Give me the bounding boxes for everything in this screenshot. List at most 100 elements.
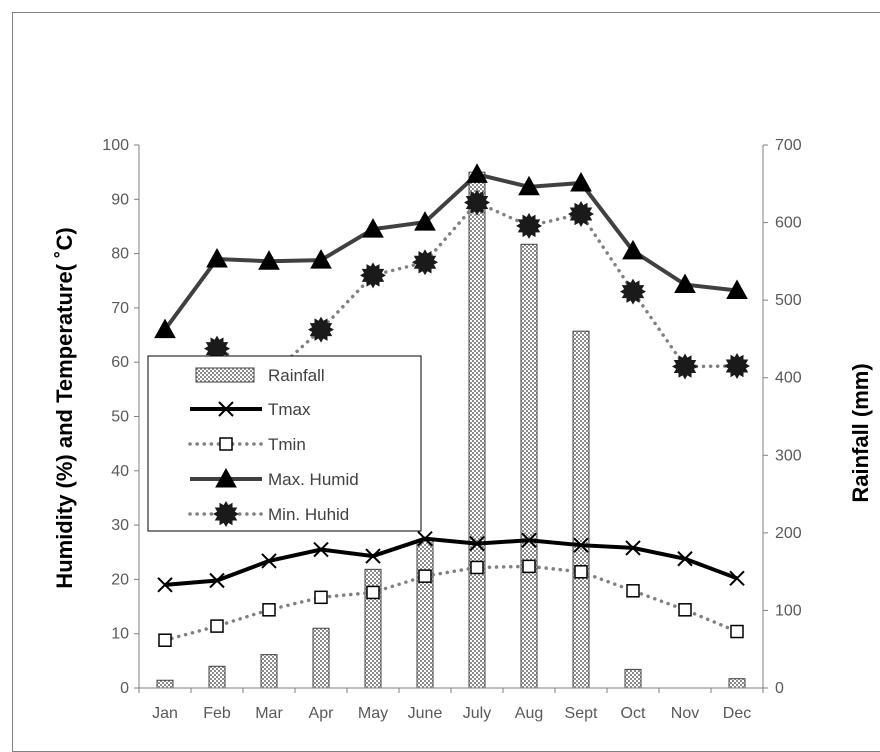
x-tick-label: Aug	[515, 705, 543, 722]
x-tick-label: Feb	[203, 705, 231, 722]
rainfall-bar	[260, 654, 278, 689]
series-marker	[568, 200, 594, 227]
series-marker	[414, 211, 436, 231]
left-tick-label: 40	[111, 463, 129, 480]
x-tick-label: Jan	[152, 705, 178, 722]
legend-box	[147, 355, 422, 532]
series-marker	[262, 603, 276, 617]
right-tick-label: 0	[775, 680, 784, 697]
series-marker	[417, 530, 433, 547]
series-marker	[261, 553, 277, 569]
right-tick-label: 400	[775, 370, 802, 387]
legend-label: Rainfall	[268, 366, 325, 385]
rainfall-bar	[156, 679, 174, 689]
x-tick-label: Oct	[621, 705, 646, 722]
x-tick-label: May	[358, 705, 388, 722]
legend-entry: Min. Huhid	[188, 501, 349, 527]
legend-entry: Rainfall	[195, 366, 325, 385]
rainfall-bar	[572, 330, 590, 689]
series-marker	[672, 353, 698, 380]
legend-items: Rainfall Tmax Tmin Max. Humid Min. Huhid	[188, 366, 359, 527]
x-tick-label: July	[463, 705, 491, 722]
series-marker	[418, 569, 432, 583]
left-tick-label: 10	[111, 626, 129, 643]
series-marker	[470, 560, 484, 575]
x-tick-label: Apr	[309, 705, 335, 722]
left-tick-label: 0	[120, 680, 129, 697]
series-marker	[516, 212, 542, 239]
rainfall-bar	[312, 627, 330, 689]
series-marker	[206, 248, 228, 268]
left-tick-label: 60	[111, 354, 129, 371]
x-tick-label: Mar	[255, 705, 283, 722]
series-marker	[573, 537, 589, 553]
series-marker	[464, 189, 490, 216]
legend-label: Tmax	[268, 400, 311, 419]
left-tick-label: 90	[111, 191, 129, 208]
legend-marker	[218, 401, 234, 417]
left-tick-label: 70	[111, 300, 129, 317]
left-tick-label: 20	[111, 571, 129, 588]
left-axis-title: Humidity (%) and Temperature( ˚C)	[52, 227, 77, 588]
series-marker	[360, 262, 386, 289]
series-marker	[521, 532, 537, 549]
series-marker	[724, 353, 750, 379]
rainfall-bar	[208, 665, 226, 689]
series-marker	[313, 541, 329, 558]
rainfall-bar	[728, 678, 746, 689]
series-marker	[626, 584, 640, 598]
series-marker	[366, 585, 380, 600]
x-tick-label: Nov	[671, 705, 699, 722]
legend: Rainfall Tmax Tmin Max. Humid Min. Huhid	[147, 355, 422, 532]
series-marker	[729, 570, 745, 587]
series-marker	[412, 249, 438, 276]
series-marker	[678, 603, 692, 617]
legend-marker	[215, 467, 237, 488]
series-marker	[674, 273, 696, 294]
series-marker	[362, 218, 384, 238]
legend-entry: Tmin	[188, 435, 306, 454]
rainfall-bar	[520, 243, 538, 689]
series-marker	[570, 171, 592, 192]
series-marker	[622, 239, 644, 260]
rainfall-bar	[624, 668, 642, 689]
series-marker	[308, 316, 334, 343]
series-line	[164, 536, 738, 587]
series-marker	[726, 279, 748, 300]
x-tick-label: Dec	[723, 705, 751, 722]
left-tick-label: 50	[111, 409, 129, 426]
rainfall-bar	[416, 540, 434, 689]
right-tick-label: 100	[775, 602, 802, 619]
series-marker	[154, 318, 176, 339]
legend-label: Tmin	[268, 435, 306, 454]
series-marker	[677, 551, 693, 567]
left-tick-label: 80	[111, 246, 129, 263]
legend-label: Min. Huhid	[268, 505, 349, 524]
series-marker	[210, 619, 224, 633]
right-axis-title: Rainfall (mm)	[848, 363, 873, 502]
legend-label: Max. Humid	[268, 470, 359, 489]
right-tick-label: 600	[775, 215, 802, 232]
left-tick-label: 100	[102, 137, 129, 154]
series-marker	[730, 624, 744, 639]
right-tick-label: 500	[775, 292, 802, 309]
series-marker	[258, 250, 280, 270]
series-marker	[625, 540, 641, 556]
series-marker	[365, 548, 381, 564]
series-marker	[157, 577, 173, 593]
series-marker	[209, 572, 225, 589]
series-marker	[310, 249, 332, 269]
left-axis-ticks: 0 10 20 30 40 50 60 70 80 90 100	[102, 137, 139, 697]
left-tick-label: 30	[111, 517, 129, 534]
legend-marker	[219, 437, 233, 451]
right-tick-label: 300	[775, 447, 802, 464]
rainfall-bar	[468, 171, 486, 689]
right-axis-ticks: 0 100 200 300 400 500 600 700	[763, 137, 802, 697]
series-marker	[314, 590, 328, 605]
series-line	[163, 564, 739, 642]
series-marker	[466, 163, 488, 183]
legend-swatch	[195, 367, 255, 383]
series-marker	[518, 175, 540, 196]
series-line	[163, 172, 738, 331]
